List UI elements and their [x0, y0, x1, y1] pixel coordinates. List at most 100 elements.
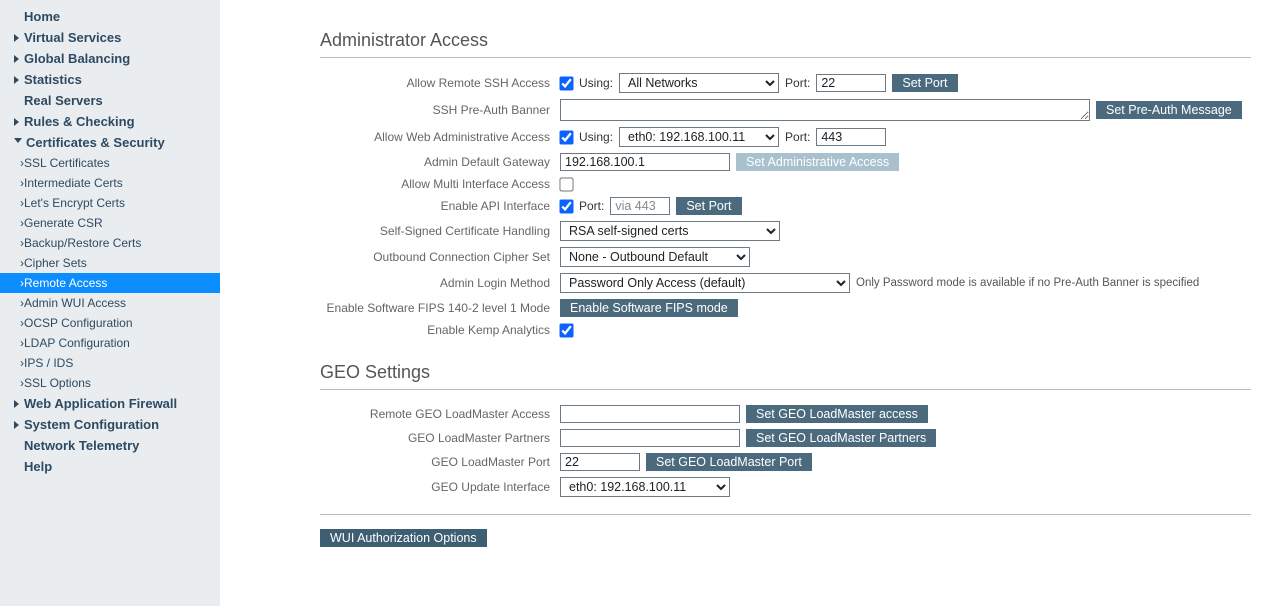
- input-geo-partners[interactable]: [560, 429, 740, 447]
- row-ssh: Allow Remote SSH Access Using: All Netwo…: [320, 70, 1251, 96]
- checkbox-multi[interactable]: [559, 177, 573, 191]
- select-ssh-network[interactable]: All Networks: [619, 73, 779, 93]
- sidebar-item-label: Real Servers: [24, 93, 103, 108]
- set-preauth-button[interactable]: Set Pre-Auth Message: [1096, 101, 1242, 119]
- geo-title: GEO Settings: [320, 362, 1251, 383]
- sidebar-item-label: Web Application Firewall: [24, 396, 177, 411]
- sidebar-item-real-servers[interactable]: Real Servers: [0, 90, 220, 111]
- label-geo-iface: GEO Update Interface: [320, 480, 560, 494]
- sidebar-item-label: Global Balancing: [24, 51, 130, 66]
- sidebar-subitem-ssl-certificates[interactable]: SSL Certificates: [0, 153, 220, 173]
- sidebar-subitem-intermediate-certs[interactable]: Intermediate Certs: [0, 173, 220, 193]
- sidebar-item-rules-checking[interactable]: Rules & Checking: [0, 111, 220, 132]
- sidebar-item-network-telemetry[interactable]: Network Telemetry: [0, 435, 220, 456]
- caret-icon: [14, 76, 19, 84]
- label-preauth: SSH Pre-Auth Banner: [320, 103, 560, 117]
- select-selfcert[interactable]: RSA self-signed certs: [560, 221, 780, 241]
- enable-fips-button[interactable]: Enable Software FIPS mode: [560, 299, 738, 317]
- input-geo-access[interactable]: [560, 405, 740, 423]
- sidebar-item-certificates-security[interactable]: Certificates & Security: [0, 132, 220, 153]
- set-geo-partners-button[interactable]: Set GEO LoadMaster Partners: [746, 429, 936, 447]
- row-fips: Enable Software FIPS 140-2 level 1 Mode …: [320, 296, 1251, 320]
- input-geo-port[interactable]: [560, 453, 640, 471]
- input-webadmin-port[interactable]: [816, 128, 886, 146]
- sidebar-item-label: Virtual Services: [24, 30, 121, 45]
- row-analytics: Enable Kemp Analytics: [320, 320, 1251, 340]
- label-using: Using:: [579, 76, 613, 90]
- sidebar-item-virtual-services[interactable]: Virtual Services: [0, 27, 220, 48]
- row-gateway: Admin Default Gateway Set Administrative…: [320, 150, 1251, 174]
- row-geo-access: Remote GEO LoadMaster Access Set GEO Loa…: [320, 402, 1251, 426]
- checkbox-ssh[interactable]: [559, 76, 573, 90]
- row-outcipher: Outbound Connection Cipher Set None - Ou…: [320, 244, 1251, 270]
- sidebar-item-statistics[interactable]: Statistics: [0, 69, 220, 90]
- row-selfcert: Self-Signed Certificate Handling RSA sel…: [320, 218, 1251, 244]
- sidebar-item-global-balancing[interactable]: Global Balancing: [0, 48, 220, 69]
- label-api: Enable API Interface: [320, 199, 560, 213]
- checkbox-analytics[interactable]: [559, 323, 573, 337]
- label-gateway: Admin Default Gateway: [320, 155, 560, 169]
- label-using: Using:: [579, 130, 613, 144]
- label-fips: Enable Software FIPS 140-2 level 1 Mode: [320, 301, 560, 315]
- input-api-port[interactable]: [610, 197, 670, 215]
- sidebar-item-web-application-firewall[interactable]: Web Application Firewall: [0, 393, 220, 414]
- set-geo-access-button[interactable]: Set GEO LoadMaster access: [746, 405, 928, 423]
- label-geo-partners: GEO LoadMaster Partners: [320, 431, 560, 445]
- sidebar-subitem-let-s-encrypt-certs[interactable]: Let's Encrypt Certs: [0, 193, 220, 213]
- sidebar-subitem-cipher-sets[interactable]: Cipher Sets: [0, 253, 220, 273]
- wui-auth-options-button[interactable]: WUI Authorization Options: [320, 529, 487, 547]
- sidebar-item-help[interactable]: Help: [0, 456, 220, 477]
- divider: [320, 389, 1251, 390]
- label-port: Port:: [785, 76, 810, 90]
- sidebar: Home Virtual Services Global Balancing Stat…: [0, 0, 220, 606]
- divider: [320, 57, 1251, 58]
- sidebar-subitem-backup-restore-certs[interactable]: Backup/Restore Certs: [0, 233, 220, 253]
- sidebar-item-system-configuration[interactable]: System Configuration: [0, 414, 220, 435]
- divider: [320, 514, 1251, 515]
- label-selfcert: Self-Signed Certificate Handling: [320, 224, 560, 238]
- caret-icon: [14, 118, 19, 126]
- checkbox-api[interactable]: [559, 199, 573, 213]
- sidebar-subitem-generate-csr[interactable]: Generate CSR: [0, 213, 220, 233]
- sidebar-subitem-ips-ids[interactable]: IPS / IDS: [0, 353, 220, 373]
- sidebar-item-label: Certificates & Security: [26, 135, 165, 150]
- label-webadmin: Allow Web Administrative Access: [320, 130, 560, 144]
- input-gateway[interactable]: [560, 153, 730, 171]
- caret-icon: [14, 138, 22, 147]
- caret-icon: [14, 421, 19, 429]
- sidebar-item-label: Help: [24, 459, 52, 474]
- sidebar-item-home[interactable]: Home: [0, 6, 220, 27]
- caret-icon: [14, 34, 19, 42]
- row-webadmin: Allow Web Administrative Access Using: e…: [320, 124, 1251, 150]
- sidebar-subitem-ocsp-configuration[interactable]: OCSP Configuration: [0, 313, 220, 333]
- label-port: Port:: [785, 130, 810, 144]
- checkbox-webadmin[interactable]: [559, 130, 573, 144]
- label-analytics: Enable Kemp Analytics: [320, 323, 560, 337]
- sidebar-item-label: Rules & Checking: [24, 114, 135, 129]
- sidebar-subitem-remote-access[interactable]: Remote Access: [0, 273, 220, 293]
- sidebar-item-label: Statistics: [24, 72, 82, 87]
- row-geo-port: GEO LoadMaster Port Set GEO LoadMaster P…: [320, 450, 1251, 474]
- row-preauth: SSH Pre-Auth Banner Set Pre-Auth Message: [320, 96, 1251, 124]
- row-geo-partners: GEO LoadMaster Partners Set GEO LoadMast…: [320, 426, 1251, 450]
- set-ssh-port-button[interactable]: Set Port: [892, 74, 957, 92]
- input-ssh-port[interactable]: [816, 74, 886, 92]
- label-ssh: Allow Remote SSH Access: [320, 76, 560, 90]
- sidebar-subitem-admin-wui-access[interactable]: Admin WUI Access: [0, 293, 220, 313]
- sidebar-item-label: Network Telemetry: [24, 438, 139, 453]
- label-geo-port: GEO LoadMaster Port: [320, 455, 560, 469]
- select-geo-iface[interactable]: eth0: 192.168.100.11: [560, 477, 730, 497]
- main-content: Administrator Access Allow Remote SSH Ac…: [220, 0, 1267, 606]
- sidebar-subitem-ldap-configuration[interactable]: LDAP Configuration: [0, 333, 220, 353]
- select-outcipher[interactable]: None - Outbound Default: [560, 247, 750, 267]
- select-webadmin-iface[interactable]: eth0: 192.168.100.11: [619, 127, 779, 147]
- row-geo-iface: GEO Update Interface eth0: 192.168.100.1…: [320, 474, 1251, 500]
- set-api-port-button[interactable]: Set Port: [676, 197, 741, 215]
- set-geo-port-button[interactable]: Set GEO LoadMaster Port: [646, 453, 812, 471]
- select-login-method[interactable]: Password Only Access (default): [560, 273, 850, 293]
- caret-icon: [14, 55, 19, 63]
- input-preauth[interactable]: [560, 99, 1090, 121]
- label-multi: Allow Multi Interface Access: [320, 177, 560, 191]
- label-outcipher: Outbound Connection Cipher Set: [320, 250, 560, 264]
- sidebar-subitem-ssl-options[interactable]: SSL Options: [0, 373, 220, 393]
